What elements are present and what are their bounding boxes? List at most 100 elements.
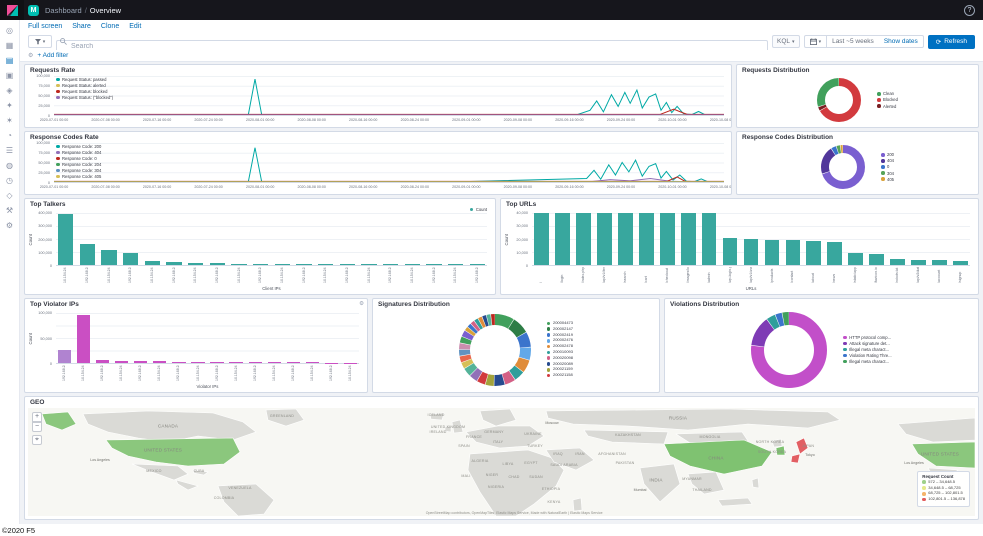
bar[interactable] [890,258,906,265]
legend-item[interactable]: Request Status: blocked [56,89,113,94]
legend-item[interactable]: Blocked [877,97,898,102]
bar[interactable] [324,362,339,363]
response-codes-rate-chart[interactable]: 100,000 75,000 50,000 25,000 0 2020-07-01 00:… [27,141,731,193]
sidebar-item-uptime[interactable]: ◷ [6,176,13,185]
geo-map[interactable]: CANADA UNITED STATES Los Angeles MEXICO CUBA… [28,408,975,516]
bar[interactable] [231,263,247,265]
legend-item[interactable]: 68,725 – 102,801.5 [922,491,965,496]
calendar-menu-button[interactable]: ▾ [805,36,827,47]
requests-rate-chart[interactable]: 100,000 75,000 50,000 25,000 0 2020-07-01 00:… [27,74,731,126]
legend-item[interactable]: 200002147 [546,326,573,332]
bar[interactable] [76,314,91,363]
filter-options-icon[interactable]: ⚙ [28,53,34,59]
top-talkers-chart[interactable]: Count 400,000 300,000 200,000 100,000 0 10.15… [27,207,493,292]
full-screen-link[interactable]: Full screen [28,23,63,30]
legend-item[interactable]: Illegal meta charact... [843,347,891,352]
zoom-in-button[interactable]: + [32,412,42,422]
panel-options-icon[interactable]: ⚙ [359,301,364,307]
breadcrumb-section[interactable]: Dashboard [45,5,82,15]
legend-item[interactable]: Response Code: 0 [56,156,101,161]
legend-item[interactable]: Request Status: ("blocked") [56,95,113,100]
bar[interactable] [638,213,654,265]
violations-distribution-donut[interactable] [751,311,828,388]
sidebar-item-machine-learning[interactable]: ✦ [6,101,13,110]
legend-item[interactable]: Response Code: 304 [56,168,101,173]
bar[interactable] [932,260,947,265]
legend-item[interactable]: 200020098 [546,355,573,361]
legend-item[interactable]: 200010093 [546,349,573,355]
bar[interactable] [188,263,204,265]
bar[interactable] [79,244,96,265]
sidebar-item-graph[interactable]: ✶ [6,116,13,125]
bar[interactable] [57,349,72,363]
map-filter-tool-button[interactable]: ⌖ [32,435,42,445]
legend-item[interactable]: 34,648.5 – 68,725 [922,485,965,491]
add-filter-button[interactable]: + Add filter [37,52,69,59]
sidebar-item-dev-tools[interactable]: ⚒ [5,206,14,215]
bar[interactable] [785,240,801,265]
sidebar-item-metrics[interactable]: ◔ [7,131,12,140]
legend-item[interactable]: 200021159 [546,367,573,372]
bar[interactable] [286,362,300,363]
refresh-button[interactable]: ⟳ Refresh [927,34,975,49]
requests-distribution-donut[interactable] [817,78,862,122]
legend-item[interactable]: 304 [881,171,894,176]
bar[interactable] [911,259,927,265]
legend-item[interactable]: 200020089 [546,361,573,367]
sidebar-item-siem[interactable]: ◇ [6,191,13,200]
legend-item[interactable]: Response Code: 204 [56,162,101,167]
bar[interactable] [172,361,186,363]
legend-item[interactable]: 0 [881,164,894,169]
legend-item[interactable]: Attack signature det... [843,341,891,346]
bar[interactable] [869,253,885,265]
bar[interactable] [153,361,167,363]
legend-item[interactable]: Violation Rating Thre... [843,353,892,358]
bar[interactable] [404,264,420,265]
sidebar-item-discover[interactable]: ◎ [6,26,13,35]
help-icon[interactable]: ? [964,4,975,16]
legend-item[interactable]: Response Code: 200 [56,144,101,149]
sidebar-item-logs[interactable]: ☰ [5,146,14,155]
bar[interactable] [447,264,464,265]
bar[interactable] [209,263,226,265]
legend-item[interactable]: Count [469,207,487,212]
bar[interactable] [469,264,485,265]
legend-item[interactable]: 200002476 [546,338,573,343]
sidebar-item-canvas[interactable]: ▣ [5,71,14,80]
bar[interactable] [659,213,675,265]
bar[interactable] [210,361,224,363]
sidebar-item-dashboard[interactable]: ▤ [5,56,14,65]
bar[interactable] [253,263,269,265]
sidebar-item-apm[interactable]: ◍ [6,161,13,170]
edit-link[interactable]: Edit [129,23,142,30]
response-codes-distribution-donut[interactable] [821,145,865,189]
bar[interactable] [101,249,117,265]
sidebar-item-visualize[interactable]: ▦ [5,41,14,50]
top-violator-ips-chart[interactable]: 100,000 50,000 0 192.168.22.213 10.154.24.13… [27,309,365,390]
show-dates-button[interactable]: Show dates [883,38,918,45]
bar[interactable] [229,362,243,363]
legend-item[interactable]: 200002419 [546,332,573,338]
sidebar-item-management[interactable]: ⚙ [5,221,14,230]
bar[interactable] [743,239,759,265]
bar[interactable] [144,261,161,265]
bar[interactable] [248,362,262,363]
bar[interactable] [953,261,968,265]
sidebar-item-maps[interactable]: ◈ [6,86,13,95]
legend-item[interactable]: Request Status: passed [56,77,113,82]
bar[interactable] [134,361,148,363]
legend-item[interactable]: Response Code: 404 [56,150,101,155]
bar[interactable] [191,361,205,363]
bar[interactable] [115,360,129,363]
legend-item[interactable]: 200 [881,152,894,157]
legend-item[interactable]: HTTP protocol comp... [843,335,891,340]
bar[interactable] [426,264,442,265]
bar[interactable] [123,252,139,265]
kibana-logo[interactable] [0,0,24,20]
legend-item[interactable]: 200004473 [546,320,573,326]
legend-item[interactable]: Illegal meta charact... [843,359,891,364]
legend-item[interactable]: 102,801.5 – 136,878 [922,496,965,502]
space-avatar[interactable]: M [28,4,39,16]
bar[interactable] [96,359,110,363]
zoom-out-button[interactable]: − [32,422,42,432]
